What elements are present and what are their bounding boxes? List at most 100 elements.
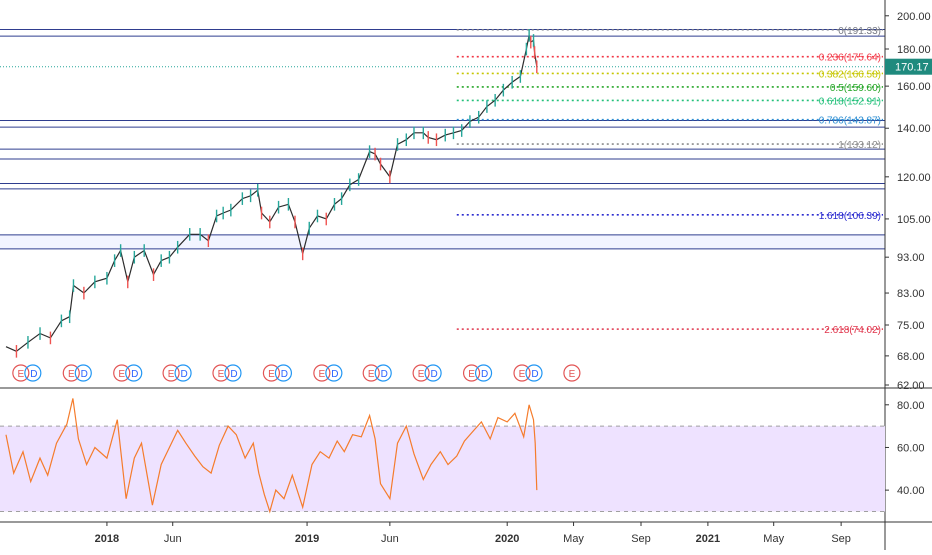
dividend-label: D <box>180 369 187 380</box>
earnings-label: E <box>218 369 225 380</box>
dividend-marker[interactable] <box>224 364 242 382</box>
earnings-label: E <box>418 369 425 380</box>
dividend-marker[interactable] <box>474 364 493 382</box>
oscillator-band <box>0 426 885 512</box>
earnings-marker[interactable] <box>412 364 430 382</box>
time-tick-label: 2019 <box>295 533 319 545</box>
fib-level-label: 0(191.33) <box>838 26 881 37</box>
earnings-marker[interactable] <box>12 364 30 382</box>
oscillator-pane: 40.00 60.00 80.00 <box>0 398 925 514</box>
dividend-label: D <box>481 369 488 380</box>
price-tick-label: 180.00 <box>897 44 931 56</box>
price-tick-label: 93.00 <box>897 252 925 264</box>
price-line[interactable] <box>5 35 538 352</box>
dividend-label: D <box>531 369 538 380</box>
dividend-label: D <box>81 369 88 380</box>
earnings-label: E <box>519 369 526 380</box>
dividend-label: D <box>281 369 288 380</box>
fib-level-label: 1.618(106.39) <box>819 211 881 222</box>
time-tick-label: Sep <box>831 533 851 545</box>
earnings-marker[interactable] <box>162 364 180 382</box>
dividend-label: D <box>331 369 338 380</box>
earnings-label: E <box>569 369 576 380</box>
price-tick-label: 68.00 <box>897 351 925 363</box>
earnings-marker[interactable] <box>212 364 230 382</box>
time-tick-label: 2018 <box>95 533 119 545</box>
dividend-marker[interactable] <box>374 364 392 382</box>
price-tick-label: 200.00 <box>897 11 931 23</box>
dividend-label: D <box>30 369 37 380</box>
earnings-label: E <box>319 369 326 380</box>
dividend-marker[interactable] <box>125 364 143 382</box>
price-tick-label: 120.00 <box>897 172 931 184</box>
time-tick-label: 2020 <box>495 533 519 545</box>
dividend-label: D <box>381 369 388 380</box>
osc-tick-label: 80.00 <box>897 400 925 412</box>
last-price-label: 170.17 <box>895 62 929 74</box>
earnings-marker[interactable] <box>362 364 380 382</box>
dividend-marker[interactable] <box>424 364 442 382</box>
dividend-marker[interactable] <box>24 364 42 382</box>
oscillator-line[interactable] <box>5 398 538 514</box>
earnings-label: E <box>68 369 75 380</box>
earnings-label: E <box>168 369 175 380</box>
dividend-marker[interactable] <box>74 364 92 382</box>
dividend-label: D <box>230 369 237 380</box>
time-tick-label: Jun <box>381 533 399 545</box>
earnings-label: E <box>468 369 475 380</box>
dividend-marker[interactable] <box>525 364 543 382</box>
osc-tick-label: 60.00 <box>897 442 925 454</box>
price-tick-label: 140.00 <box>897 123 931 135</box>
earnings-label: E <box>268 369 275 380</box>
earnings-marker[interactable] <box>262 364 281 382</box>
fib-level-label: 2.618(74.02) <box>824 325 881 336</box>
fib-level-label: 0.236(175.64) <box>819 53 881 64</box>
earnings-label: E <box>18 369 25 380</box>
fib-level-label: 0.382(166.58) <box>819 69 881 80</box>
fib-level-label: 1(133.12) <box>838 140 881 151</box>
dividend-marker[interactable] <box>174 364 192 382</box>
dividend-marker[interactable] <box>274 364 293 382</box>
time-tick-label: 2021 <box>696 533 720 545</box>
time-tick-label: May <box>763 533 784 545</box>
price-tick-label: 160.00 <box>897 81 931 93</box>
earnings-marker[interactable] <box>563 364 581 382</box>
earnings-label: E <box>368 369 375 380</box>
price-tick-label: 75.00 <box>897 320 925 332</box>
dividend-marker[interactable] <box>325 364 343 382</box>
price-tick-label: 105.00 <box>897 214 931 226</box>
earnings-marker[interactable] <box>462 364 481 382</box>
time-tick-label: May <box>563 533 584 545</box>
earnings-marker[interactable] <box>62 364 80 382</box>
last-price-tag <box>885 58 932 75</box>
earnings-label: E <box>118 369 125 380</box>
time-tick-label: Sep <box>631 533 651 545</box>
osc-tick-label: 40.00 <box>897 485 925 497</box>
fib-level-label: 0.786(143.87) <box>819 116 881 127</box>
fib-level-label: 0.618(152.91) <box>819 96 881 107</box>
earnings-marker[interactable] <box>513 364 531 382</box>
dividend-label: D <box>131 369 138 380</box>
price-tick-label: 62.00 <box>897 380 925 392</box>
earnings-marker[interactable] <box>313 364 331 382</box>
level-band-fill <box>0 234 885 249</box>
time-axis: 2018 Jun 2019 Jun 2020 May Sep 2021 May Sep <box>0 521 932 545</box>
earnings-marker[interactable] <box>113 364 131 382</box>
time-tick-label: Jun <box>164 533 182 545</box>
price-tick-label: 83.00 <box>897 288 925 300</box>
dividend-label: D <box>430 369 437 380</box>
event-group[interactable]: E <box>563 364 581 382</box>
